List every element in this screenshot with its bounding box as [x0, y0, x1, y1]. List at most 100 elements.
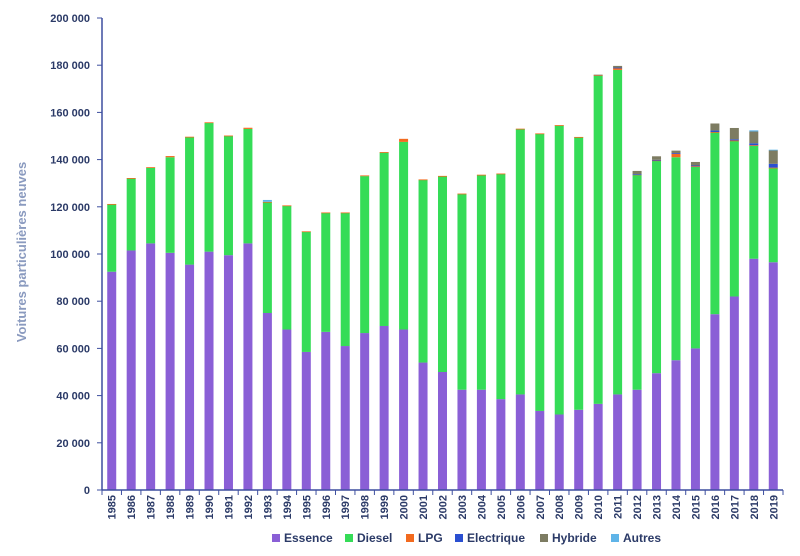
bar-segment-diesel-2005	[496, 173, 506, 400]
bar-segment-essence-2015	[690, 348, 700, 490]
y-tick-label: 160 000	[50, 107, 90, 119]
bar-segment-hybride-2015	[690, 161, 700, 166]
bar-segment-lpg-1991	[223, 135, 233, 137]
bar-segment-electrique-2019	[768, 163, 778, 168]
bar-segment-diesel-2015	[690, 166, 700, 349]
bar-segment-electrique-2017	[729, 139, 739, 141]
x-tick-label-1999: 1999	[379, 495, 391, 519]
bar-segment-hybride-2012	[632, 170, 642, 175]
bar-segment-essence-2012	[632, 389, 642, 490]
bar-segment-lpg-1986	[126, 178, 136, 179]
x-tick-label-2016: 2016	[710, 495, 722, 519]
bar-segment-hybride-2014	[671, 150, 681, 153]
x-tick-label-1997: 1997	[340, 495, 352, 519]
legend-swatch-essence	[272, 534, 280, 542]
bar-segment-lpg-1999	[379, 152, 389, 153]
bar-segment-essence-1989	[185, 264, 195, 490]
bar-segment-lpg-2001	[418, 179, 428, 181]
y-axis-ticks: 0 20 000 40 000 60 000 80 000 100 000 120 000 1…	[50, 13, 102, 497]
bar-segment-autres-2019	[768, 149, 778, 151]
bar-segment-diesel-2016	[710, 132, 720, 315]
bar-segment-lpg-1989	[185, 136, 195, 138]
bar-segment-diesel-1993	[262, 202, 272, 313]
bar-segment-hybride-2016	[710, 123, 720, 131]
bar-segment-hybride-2019	[768, 150, 778, 164]
x-tick-label-1992: 1992	[243, 495, 255, 519]
bar-segment-lpg-1997	[340, 212, 350, 214]
y-tick-label: 100 000	[50, 249, 90, 261]
bar-segment-diesel-2019	[768, 167, 778, 263]
bar-segment-essence-1985	[107, 271, 117, 490]
bar-segment-essence-2002	[438, 372, 447, 490]
y-axis-title: Voitures particulières neuves	[14, 162, 29, 342]
bar-segment-diesel-2010	[593, 75, 603, 404]
bar-segment-lpg-2008	[554, 125, 564, 126]
bar-segment-lpg-2004	[476, 174, 486, 176]
bars	[107, 65, 778, 490]
bar-segment-diesel-2007	[535, 133, 545, 411]
x-tick-label-2019: 2019	[768, 495, 780, 519]
x-tick-label-2000: 2000	[399, 495, 411, 519]
legend-swatch-lpg	[406, 534, 414, 542]
x-tick-label-2002: 2002	[438, 495, 450, 519]
legend-swatch-autres	[611, 534, 619, 542]
bar-segment-essence-2011	[613, 394, 623, 490]
bar-segment-diesel-1987	[146, 167, 156, 244]
bar-segment-essence-1992	[243, 243, 253, 490]
bar-segment-essence-1990	[204, 251, 214, 490]
x-tick-label-2003: 2003	[457, 495, 469, 519]
bar-segment-lpg-1988	[165, 156, 175, 158]
bar-segment-lpg-2018	[749, 145, 759, 147]
bar-segment-hybride-2010	[593, 74, 603, 76]
bar-segment-hybride-2018	[749, 131, 759, 144]
legend-label-autres: Autres	[623, 531, 661, 545]
x-tick-label-1988: 1988	[165, 495, 177, 519]
bar-segment-diesel-2018	[749, 145, 759, 259]
legend-label-essence: Essence	[284, 531, 333, 545]
bar-segment-diesel-2000	[399, 141, 409, 330]
bar-segment-autres-1993	[262, 199, 272, 202]
bar-segment-diesel-2006	[515, 128, 525, 395]
x-tick-label-2009: 2009	[574, 495, 586, 519]
bar-segment-hybride-2017	[729, 127, 739, 140]
bar-segment-diesel-1989	[185, 137, 195, 265]
bar-segment-essence-1987	[146, 243, 156, 490]
bar-segment-electrique-2016	[710, 130, 720, 132]
bar-segment-autres-2018	[749, 130, 759, 132]
bar-segment-essence-2001	[418, 362, 428, 490]
bar-segment-diesel-2001	[418, 179, 428, 363]
bar-segment-essence-2005	[496, 399, 506, 490]
bar-segment-lpg-1985	[107, 203, 117, 205]
bar-segment-lpg-2009	[574, 136, 584, 138]
bar-segment-lpg-2017	[729, 140, 739, 142]
bar-segment-electrique-2015	[690, 165, 700, 167]
x-tick-label-1994: 1994	[282, 494, 294, 519]
bar-segment-diesel-1988	[165, 157, 175, 253]
bar-segment-lpg-2019	[768, 167, 778, 169]
bar-segment-essence-2006	[515, 394, 525, 490]
x-tick-label-2010: 2010	[593, 495, 605, 519]
bar-segment-lpg-2013	[652, 160, 662, 162]
x-tick-label-2001: 2001	[418, 495, 430, 519]
bar-segment-diesel-1998	[360, 176, 370, 334]
bar-segment-lpg-2015	[690, 166, 700, 168]
x-tick-label-2018: 2018	[749, 495, 761, 519]
legend: Essence Diesel LPG Electrique Hybride Autres	[272, 531, 661, 545]
bar-segment-diesel-2004	[476, 174, 486, 390]
bar-segment-diesel-1990	[204, 123, 214, 252]
bar-segment-lpg-1998	[360, 175, 370, 177]
bar-segment-diesel-2014	[671, 157, 681, 361]
x-tick-label-2008: 2008	[554, 495, 566, 519]
y-tick-label: 60 000	[56, 343, 90, 355]
x-tick-label-1996: 1996	[321, 495, 333, 519]
x-tick-label-2011: 2011	[613, 495, 625, 519]
bar-segment-essence-1993	[262, 313, 272, 490]
bar-segment-diesel-2002	[438, 176, 447, 372]
legend-swatch-diesel	[345, 534, 353, 542]
bar-segment-essence-1994	[282, 329, 292, 490]
bar-segment-diesel-2012	[632, 174, 642, 390]
x-tick-label-2006: 2006	[515, 495, 527, 519]
bar-segment-electrique-2012	[632, 174, 642, 176]
bar-segment-electrique-2018	[749, 143, 759, 146]
